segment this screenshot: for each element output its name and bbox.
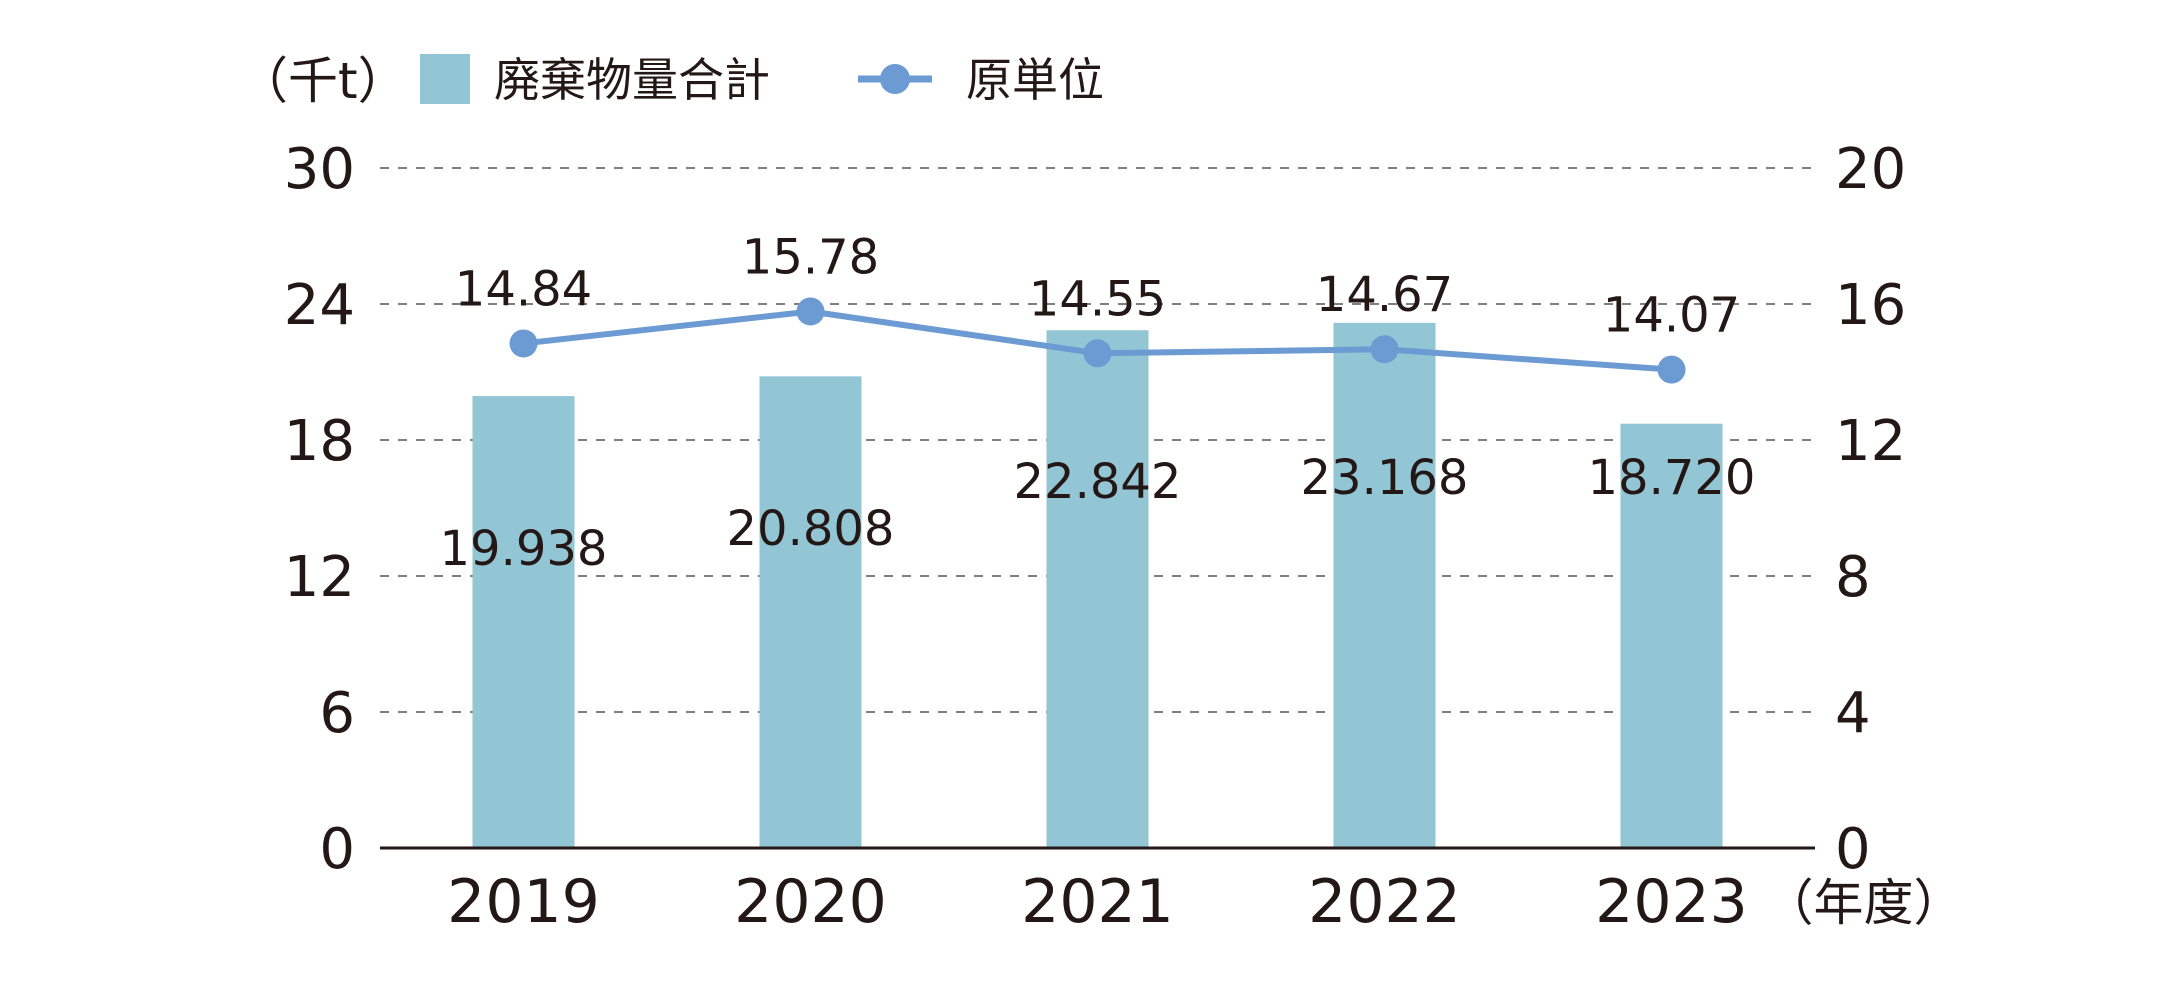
y-right-tick-label: 16	[1835, 273, 1906, 338]
bar	[1333, 322, 1436, 849]
bar	[472, 396, 575, 848]
line-data-label: 14.84	[455, 261, 592, 317]
y-right-tick-label: 20	[1835, 137, 1906, 202]
y-right-tick-label: 8	[1835, 545, 1871, 610]
x-tick-label: 2022	[1308, 867, 1461, 937]
y-left-unit-label: （千t）	[238, 52, 408, 110]
line-point	[796, 297, 825, 326]
line-point	[1370, 335, 1399, 364]
line-data-label: 15.78	[742, 229, 879, 285]
legend-bar-label: 廃棄物量合計	[494, 53, 770, 107]
bar-data-label: 22.842	[1014, 454, 1182, 510]
bar-series	[472, 322, 1723, 849]
line-point	[1083, 339, 1112, 368]
bar-data-label: 18.720	[1588, 450, 1756, 506]
bar	[1046, 330, 1149, 848]
legend-line-marker	[880, 64, 910, 94]
line-data-labels: 14.84 15.78 14.55 14.67 14.07	[455, 229, 1740, 343]
y-right-tick-label: 12	[1835, 409, 1906, 474]
bar-data-label: 19.938	[440, 521, 608, 577]
bar	[759, 376, 862, 848]
y-right-tick-label: 4	[1835, 681, 1871, 746]
x-tick-label: 2021	[1021, 867, 1174, 937]
bar	[1620, 423, 1723, 848]
x-tick-label: 2019	[447, 867, 600, 937]
x-tick-label: 2023	[1595, 867, 1748, 937]
gridlines	[380, 167, 1815, 713]
y-left-tick-label: 30	[284, 137, 355, 202]
y-left-tick-label: 12	[284, 545, 355, 610]
x-tick-label: 2020	[734, 867, 887, 937]
line-data-label: 14.67	[1316, 267, 1453, 323]
axes: 0 6 12 18 24 30 0 4 8 12 16 20 2019 2020 2021 2022 2023 （…	[284, 137, 1964, 937]
y-left-tick-label: 0	[319, 817, 355, 882]
line-series	[509, 297, 1686, 384]
bar-data-labels: 19.938 20.808 22.842 23.168 18.720	[440, 450, 1756, 577]
x-unit-label: （年度）	[1764, 874, 1964, 932]
y-left-tick-label: 6	[319, 681, 355, 746]
y-left-tick-label: 24	[284, 273, 355, 338]
line-data-label: 14.07	[1603, 288, 1740, 344]
y-left-tick-label: 18	[284, 409, 355, 474]
bar-data-label: 20.808	[727, 501, 895, 557]
legend-bar-swatch	[420, 54, 470, 104]
legend-line-label: 原単位	[966, 53, 1104, 107]
legend: （千t） 廃棄物量合計 原単位	[238, 52, 1104, 110]
bar-data-label: 23.168	[1301, 450, 1469, 506]
y-right-tick-label: 0	[1835, 817, 1871, 882]
line-point	[1657, 355, 1686, 384]
line-point	[509, 329, 538, 358]
line-data-label: 14.55	[1029, 271, 1166, 327]
